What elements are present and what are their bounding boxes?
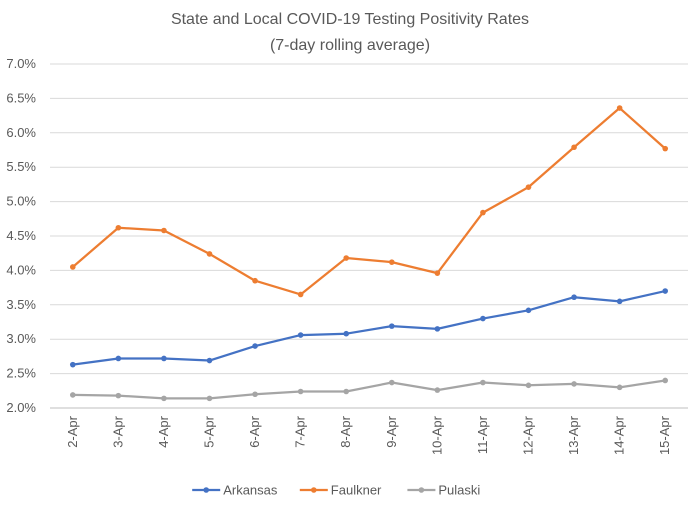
data-point[interactable] [662, 377, 669, 384]
x-axis: 2-Apr 3-Apr 4-Apr 5-Apr 6-Apr 7-Apr 8-Apr 9-Apr… [50, 407, 688, 455]
series-pulaski [69, 377, 669, 402]
data-point[interactable] [69, 264, 76, 270]
series-line-arkansas [71, 289, 667, 366]
data-point[interactable] [115, 392, 122, 399]
data-point[interactable] [571, 294, 577, 301]
series-arkansas [69, 288, 669, 368]
data-point[interactable] [525, 184, 532, 190]
data-point[interactable] [161, 395, 167, 402]
series-line-pulaski [71, 379, 667, 400]
y-tick-label: 4.5% [6, 228, 36, 243]
y-tick-label: 7.0% [6, 56, 36, 71]
legend-item-arkansas[interactable]: Arkansas [192, 483, 278, 498]
data-point[interactable] [388, 323, 395, 329]
data-point[interactable] [571, 144, 577, 151]
y-tick-label: 6.0% [6, 125, 36, 140]
data-point[interactable] [252, 277, 258, 284]
y-tick-label: 3.0% [6, 331, 36, 346]
y-tick-label: 2.0% [6, 400, 36, 415]
data-point[interactable] [571, 381, 577, 387]
chart-title-line-1: State and Local COVID-19 Testing Positiv… [171, 11, 529, 28]
y-tick-label: 5.5% [6, 159, 36, 174]
data-point[interactable] [115, 355, 122, 362]
x-tick-label: 3-Apr [110, 415, 125, 447]
y-tick-label: 2.5% [6, 366, 36, 381]
data-point[interactable] [616, 298, 623, 305]
x-tick-label: 15-Apr [657, 415, 672, 455]
legend-label: Arkansas [223, 483, 278, 498]
legend-item-faulkner[interactable]: Faulkner [299, 483, 382, 498]
data-point[interactable] [525, 307, 532, 314]
series-lines [69, 105, 669, 402]
chart-title-line-2: (7-day rolling average) [270, 37, 430, 54]
data-point[interactable] [69, 361, 76, 368]
data-point[interactable] [388, 379, 395, 386]
data-point[interactable] [480, 315, 486, 322]
x-tick-label: 14-Apr [612, 415, 627, 455]
legend-marker [311, 487, 317, 493]
data-point[interactable] [480, 379, 486, 386]
x-tick-label: 4-Apr [156, 415, 171, 447]
x-tick-label: 6-Apr [247, 415, 262, 447]
x-tick-label: 10-Apr [429, 415, 444, 455]
data-point[interactable] [343, 388, 350, 395]
data-point[interactable] [252, 343, 258, 349]
data-point[interactable] [69, 392, 76, 398]
series-faulkner [69, 105, 669, 298]
data-point[interactable] [297, 332, 304, 338]
data-point[interactable] [616, 384, 623, 391]
data-point[interactable] [161, 227, 167, 234]
data-point[interactable] [525, 382, 532, 389]
data-point[interactable] [434, 326, 441, 332]
data-point[interactable] [206, 357, 213, 364]
data-point[interactable] [297, 291, 304, 298]
data-point[interactable] [434, 387, 441, 393]
data-point[interactable] [161, 355, 167, 362]
series-line-faulkner [71, 106, 667, 296]
data-point[interactable] [206, 395, 213, 402]
data-point[interactable] [662, 288, 669, 294]
y-tick-label: 6.5% [6, 90, 36, 105]
data-point[interactable] [297, 388, 304, 395]
gridlines [50, 63, 688, 375]
legend-marker [418, 487, 425, 493]
data-point[interactable] [434, 270, 441, 276]
y-tick-label: 3.5% [6, 297, 36, 312]
data-point[interactable] [206, 251, 213, 257]
y-tick-label: 5.0% [6, 194, 36, 209]
legend: Arkansas Faulkner Pulaski [192, 483, 480, 498]
y-axis: 2.0% 2.5% 3.0% 3.5% 4.0% 4.5% 5.0% 5.5% 6.0% 6.5%… [6, 56, 36, 415]
data-point[interactable] [616, 105, 623, 111]
x-tick-label: 13-Apr [566, 415, 581, 455]
x-tick-label: 12-Apr [521, 415, 536, 455]
legend-marker [203, 487, 209, 493]
data-point[interactable] [343, 255, 350, 261]
x-tick-label: 9-Apr [384, 415, 399, 447]
x-tick-label: 7-Apr [293, 415, 308, 447]
chart-title: State and Local COVID-19 Testing Positiv… [171, 11, 529, 54]
x-tick-label: 11-Apr [475, 415, 490, 454]
x-tick-label: 2-Apr [65, 415, 80, 447]
data-point[interactable] [252, 391, 258, 398]
x-tick-label: 8-Apr [338, 415, 353, 447]
data-point[interactable] [343, 330, 350, 337]
legend-label: Faulkner [331, 483, 382, 498]
x-tick-label: 5-Apr [202, 415, 217, 447]
data-point[interactable] [480, 209, 486, 216]
data-point[interactable] [388, 259, 395, 265]
y-tick-label: 4.0% [6, 262, 36, 277]
legend-label: Pulaski [438, 483, 480, 498]
legend-item-pulaski[interactable]: Pulaski [407, 483, 480, 498]
data-point[interactable] [115, 224, 122, 231]
data-point[interactable] [662, 145, 669, 152]
